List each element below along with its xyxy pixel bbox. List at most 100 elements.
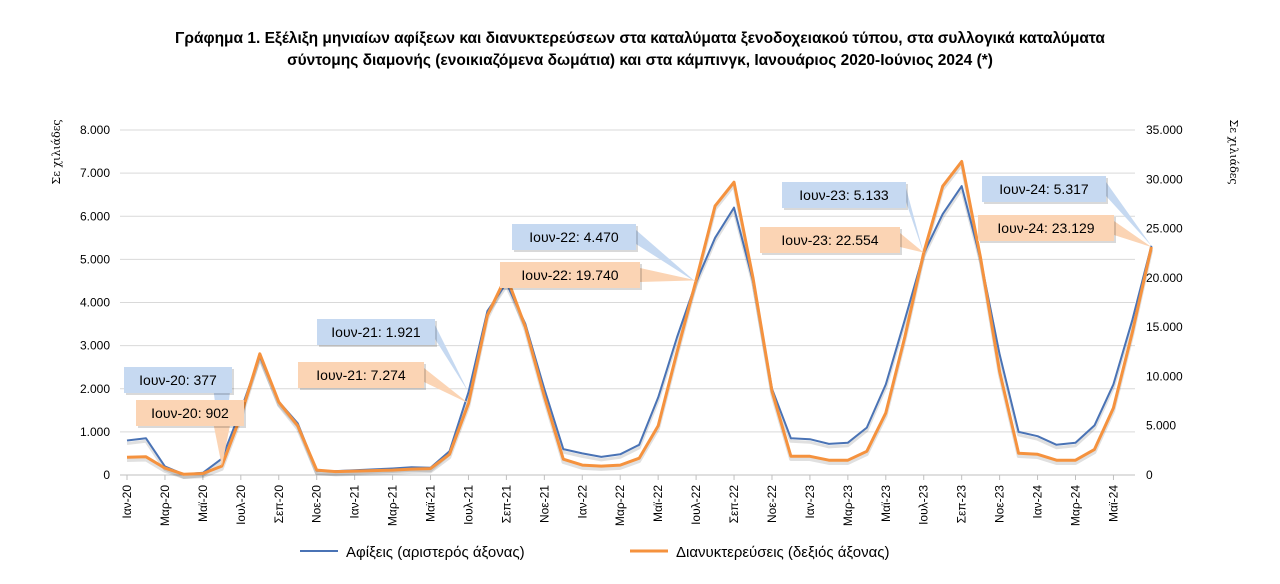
- callout-box: [136, 400, 244, 426]
- callout: Ιουν-23: 22.554: [760, 227, 924, 255]
- right-y-tick-label: 25.000: [1146, 222, 1183, 236]
- callout-label: Ιουν-20: 902: [151, 405, 229, 421]
- callout-label: Ιουν-24: 5.317: [999, 181, 1089, 197]
- callout-label: Ιουν-22: 4.470: [529, 229, 619, 245]
- x-tick-label: Ιαν-21: [348, 485, 362, 519]
- callout-label: Ιουν-24: 23.129: [997, 220, 1094, 236]
- right-y-tick-label: 0: [1146, 468, 1153, 482]
- right-y-tick-label: 5.000: [1146, 419, 1176, 433]
- nights-line: [126, 160, 1153, 476]
- callout-label: Ιουν-23: 22.554: [781, 232, 878, 248]
- x-tick-label: Ιουλ-21: [461, 485, 475, 525]
- x-tick-label: Μαϊ-21: [424, 485, 438, 522]
- nights-shadow: [126, 162, 1154, 480]
- callout-label: Ιουν-20: 377: [139, 372, 217, 388]
- right-y-tick-label: 35.000: [1146, 123, 1183, 137]
- callout-box: [512, 224, 636, 250]
- callout-box: [760, 227, 900, 253]
- x-tick-label: Ιαν-22: [575, 485, 589, 519]
- x-tick-label: Μαρ-23: [841, 485, 855, 526]
- chart-title-line-2: σύντομης διαμονής (ενοικιαζόμενα δωμάτια…: [287, 52, 993, 69]
- x-tick-label: Σεπ-20: [272, 485, 286, 524]
- callout: Ιουν-23: 5.133: [782, 182, 924, 254]
- left-y-tick-label: 3.000: [80, 339, 110, 353]
- x-axis: Ιαν-20 Μαρ-20 Μαϊ-20 Ιουλ-20 Σεπ-20 Νοε-20 Ιαν…: [120, 475, 1120, 526]
- callout-pointer: [636, 230, 697, 283]
- callout-box: [124, 367, 232, 393]
- callout-box: [317, 319, 435, 345]
- callout-label: Ιουν-23: 5.133: [799, 187, 889, 203]
- callout-pointer: [906, 188, 924, 254]
- x-tick-label: Μαϊ-24: [1106, 485, 1120, 522]
- right-y-axis: 0 5.000 10.000 15.000 20.000 25.000 30.000 35.0…: [1146, 119, 1240, 482]
- callout: Ιουν-21: 1.921: [317, 319, 469, 393]
- gridlines: [120, 129, 1135, 476]
- x-tick-label: Νοε-23: [993, 485, 1007, 523]
- callout-pointer: [640, 268, 697, 282]
- x-tick-label: Ιαν-23: [803, 485, 817, 519]
- callout: Ιουν-20: 377: [124, 367, 234, 459]
- callout-pointer: [900, 233, 924, 253]
- legend-label-arrivals: Αφίξεις (αριστερός άξονας): [346, 544, 525, 561]
- series-lines: [126, 160, 1154, 480]
- callout-box: [782, 182, 906, 208]
- callout-label: Ιουν-21: 7.274: [316, 367, 406, 383]
- callout-pointer: [424, 368, 469, 404]
- x-tick-label: Μαϊ-20: [196, 485, 210, 522]
- callout: Ιουν-24: 23.129: [978, 215, 1152, 248]
- x-tick-label: Μαρ-20: [158, 485, 172, 526]
- x-tick-label: Μαρ-24: [1069, 485, 1083, 526]
- data-callouts: Ιουν-20: 377 Ιουν-20: 902 Ιουν-21: 1.921 Ιο…: [124, 176, 1152, 467]
- callout-pointer: [435, 325, 469, 393]
- left-y-axis: 0 1.000 2.000 3.000 4.000 5.000 6.000 7.000 8.00…: [50, 119, 110, 482]
- x-tick-label: Σεπ-22: [727, 485, 741, 524]
- callout-pointer: [1106, 182, 1152, 246]
- left-y-tick-label: 8.000: [80, 123, 110, 137]
- callout-box: [298, 362, 424, 388]
- callout: Ιουν-20: 902: [136, 400, 246, 467]
- left-y-tick-label: 7.000: [80, 166, 110, 180]
- x-tick-label: Ιουλ-20: [234, 485, 248, 525]
- x-tick-label: Ιουλ-22: [689, 485, 703, 525]
- left-y-tick-label: 6.000: [80, 209, 110, 223]
- x-tick-label: Νοε-21: [537, 485, 551, 523]
- callout-box: [978, 215, 1114, 241]
- left-axis-title: Σε χιλιάδες: [50, 119, 63, 184]
- callout: Ιουν-22: 19.740: [500, 262, 697, 290]
- left-y-tick-label: 2.000: [80, 382, 110, 396]
- x-tick-label: Ιαν-24: [1031, 485, 1045, 519]
- x-tick-label: Σεπ-23: [955, 485, 969, 524]
- left-y-tick-label: 0: [103, 468, 110, 482]
- callout: Ιουν-22: 4.470: [512, 224, 697, 283]
- right-y-tick-label: 10.000: [1146, 369, 1183, 383]
- callout-label: Ιουν-21: 1.921: [331, 324, 421, 340]
- right-y-tick-label: 20.000: [1146, 271, 1183, 285]
- x-tick-label: Μαρ-22: [613, 485, 627, 526]
- callout-box: [982, 176, 1106, 202]
- right-y-tick-label: 30.000: [1146, 172, 1183, 186]
- legend: Αφίξεις (αριστερός άξονας) Διανυκτερεύσει…: [300, 544, 889, 561]
- x-tick-label: Ιαν-20: [120, 485, 134, 519]
- right-y-tick-label: 15.000: [1146, 320, 1183, 334]
- x-tick-label: Νοε-20: [310, 485, 324, 523]
- left-y-tick-label: 1.000: [80, 425, 110, 439]
- x-tick-label: Σεπ-21: [499, 485, 513, 524]
- x-tick-label: Νοε-22: [765, 485, 779, 523]
- x-tick-label: Μαρ-21: [386, 485, 400, 526]
- callout-label: Ιουν-22: 19.740: [521, 267, 618, 283]
- callout-pointer: [213, 426, 230, 467]
- x-tick-label: Μαϊ-22: [651, 485, 665, 522]
- callout: Ιουν-24: 5.317: [982, 176, 1152, 246]
- callout: Ιουν-21: 7.274: [298, 362, 469, 404]
- x-tick-label: Μαϊ-23: [879, 485, 893, 522]
- chart-title: Γράφημα 1. Εξέλιξη μηνιαίων αφίξεων και …: [0, 28, 1280, 72]
- callout-box: [500, 262, 640, 288]
- chart-title-line-1: Γράφημα 1. Εξέλιξη μηνιαίων αφίξεων και …: [175, 30, 1105, 47]
- legend-label-nights: Διανυκτερεύσεις (δεξιός άξονας): [676, 544, 889, 561]
- left-y-tick-label: 5.000: [80, 252, 110, 266]
- callout-pointer: [1114, 221, 1152, 248]
- x-tick-label: Ιουλ-23: [917, 485, 931, 525]
- right-axis-title: Σε χιλιάδες: [1227, 119, 1240, 184]
- left-y-tick-label: 4.000: [80, 296, 110, 310]
